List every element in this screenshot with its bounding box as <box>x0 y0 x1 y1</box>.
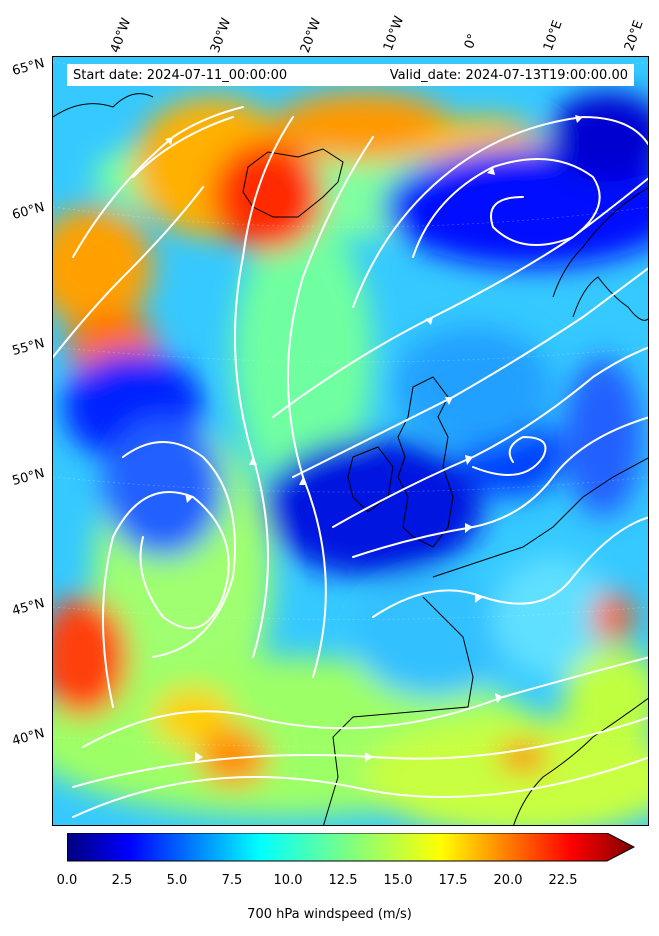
colorbar-tick: 22.5 <box>548 873 578 888</box>
colorbar-tick: 0.0 <box>56 873 78 888</box>
lat-label-50n: 50°N <box>10 466 47 489</box>
colorbar-tick: 5.0 <box>166 873 188 888</box>
windspeed-map <box>52 56 649 826</box>
lat-label-65n: 65°N <box>10 56 47 79</box>
valid-date-text: Valid_date: 2024-07-13T19:00:00.00 <box>389 67 628 83</box>
lon-label-10w: 10°W <box>380 14 408 53</box>
lat-label-55n: 55°N <box>10 336 47 359</box>
date-info-box: Start date: 2024-07-11_00:00:00 Valid_da… <box>67 64 634 86</box>
streamlines <box>53 106 648 818</box>
colorbar-tick: 12.5 <box>328 873 358 888</box>
map-canvas <box>53 57 648 825</box>
colorbar-tick: 15.0 <box>383 873 413 888</box>
colorbar-tick: 17.5 <box>438 873 468 888</box>
streamline-arrows <box>165 115 583 762</box>
lon-label-0: 0° <box>461 31 482 51</box>
colorbar-tick: 2.5 <box>111 873 133 888</box>
lon-label-10e: 10°E <box>540 18 566 53</box>
colorbar-gradient <box>67 833 636 862</box>
colorbar-tick: 10.0 <box>273 873 303 888</box>
graticule <box>53 61 648 748</box>
start-date-text: Start date: 2024-07-11_00:00:00 <box>73 67 288 83</box>
colorbar-label: 700 hPa windspeed (m/s) <box>247 907 412 922</box>
lon-label-40w: 40°W <box>107 16 135 55</box>
lon-label-20w: 20°W <box>297 16 325 55</box>
lat-label-40n: 40°N <box>10 726 47 749</box>
coastlines <box>53 93 648 825</box>
lon-label-20e: 20°E <box>621 18 647 53</box>
lon-label-30w: 30°W <box>207 16 235 55</box>
lat-label-45n: 45°N <box>10 596 47 619</box>
windspeed-field <box>53 92 648 825</box>
colorbar <box>67 833 636 862</box>
colorbar-tick: 20.0 <box>493 873 523 888</box>
lat-label-60n: 60°N <box>10 200 47 223</box>
colorbar-tick: 7.5 <box>221 873 243 888</box>
